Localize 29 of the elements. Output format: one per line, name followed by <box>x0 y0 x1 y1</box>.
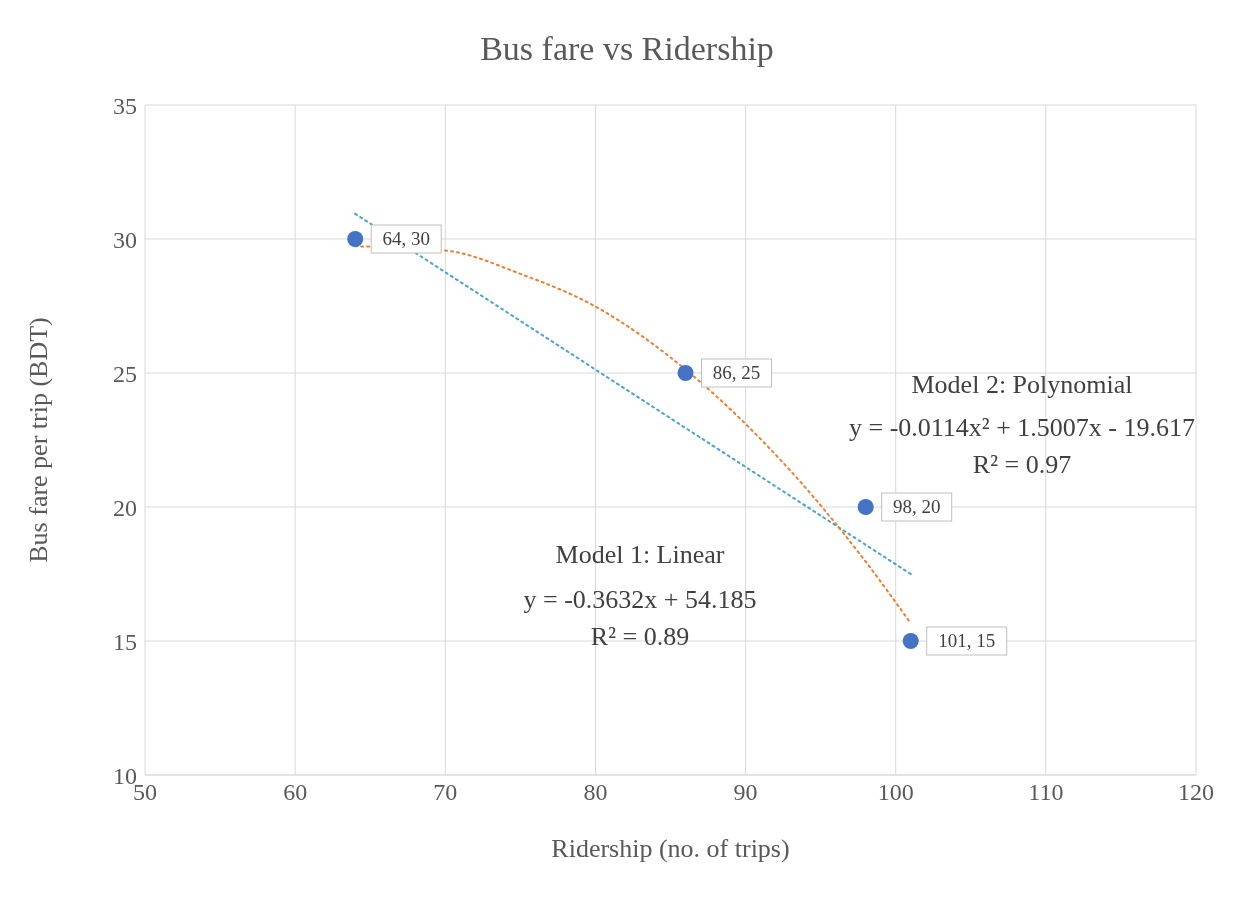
data-label: 64, 30 <box>382 228 430 249</box>
data-label: 101, 15 <box>938 630 996 651</box>
annotation: R² = 0.97 <box>971 449 1073 481</box>
x-tick-label: 60 <box>283 779 308 806</box>
annotation: Model 1: Linear <box>554 539 726 571</box>
x-tick-label: 80 <box>583 779 608 806</box>
point <box>902 633 919 649</box>
point <box>347 231 364 247</box>
x-tick-label: 100 <box>877 779 914 806</box>
x-tick-label: 70 <box>433 779 458 806</box>
x-tick-label: 90 <box>733 779 758 806</box>
point <box>857 499 874 515</box>
annotation: Model 2: Polynomial <box>910 369 1134 401</box>
y-tick-label: 25 <box>113 360 137 387</box>
x-tick-label: 120 <box>1178 779 1214 806</box>
chart-title: Bus fare vs Ridership <box>479 30 775 68</box>
annotation: y = -0.3632x + 54.185 <box>522 584 758 616</box>
annotation: y = -0.0114x² + 1.5007x - 19.617 <box>848 412 1196 444</box>
y-tick-label: 15 <box>113 628 137 655</box>
y-tick-label: 35 <box>113 92 137 119</box>
point <box>677 365 694 381</box>
y-tick-label: 20 <box>113 494 137 521</box>
x-tick-label: 110 <box>1028 779 1064 806</box>
y-tick-label: 30 <box>113 226 137 253</box>
annotation: R² = 0.89 <box>589 621 691 653</box>
data-label: 86, 25 <box>712 362 761 383</box>
y-axis-title: Bus fare per trip (BDT) <box>24 317 54 563</box>
x-axis-title: Ridership (no. of trips) <box>551 834 790 863</box>
data-label: 98, 20 <box>892 496 941 517</box>
